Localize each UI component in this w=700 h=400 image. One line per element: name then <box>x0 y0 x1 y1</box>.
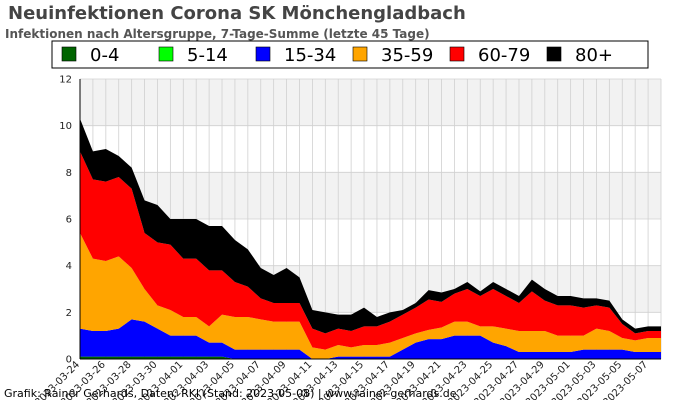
series-area-15-34 <box>80 319 661 359</box>
y-tick-label: 4 <box>66 261 72 272</box>
legend-swatch-60-79 <box>449 46 465 62</box>
legend-label-0-4: 0-4 <box>90 45 119 66</box>
legend-label-80+: 80+ <box>575 45 613 66</box>
y-tick-label: 2 <box>66 308 72 319</box>
series-area-35-59 <box>80 233 661 359</box>
grid-band <box>80 79 661 126</box>
y-tick-label: 6 <box>66 215 72 226</box>
legend: 0-4 5-14 15-34 35-59 60-79 80+ <box>51 40 649 69</box>
plot-area: 0246810122023-03-242023-03-262023-03-282… <box>33 75 662 400</box>
y-tick-label: 10 <box>59 121 72 132</box>
chart-title: Neuinfektionen Corona SK Mönchengladbach <box>8 3 466 24</box>
legend-swatch-80+ <box>546 46 562 62</box>
legend-swatch-5-14 <box>158 46 174 62</box>
grid-band <box>80 172 661 219</box>
footer-credit: Grafik: Rainer Gerhards, Daten: RKI (Sta… <box>4 387 457 400</box>
y-tick-label: 0 <box>66 355 72 366</box>
legend-label-5-14: 5-14 <box>187 45 228 66</box>
legend-label-15-34: 15-34 <box>284 45 336 66</box>
y-tick-label: 12 <box>59 75 72 86</box>
legend-swatch-15-34 <box>255 46 271 62</box>
series-area-60-79 <box>80 151 661 350</box>
series-area-0-4 <box>80 356 661 359</box>
legend-label-35-59: 35-59 <box>381 45 433 66</box>
grid-band <box>80 125 661 173</box>
series-area-80+ <box>80 118 661 334</box>
legend-label-60-79: 60-79 <box>478 45 530 66</box>
legend-swatch-0-4 <box>61 46 77 62</box>
y-tick-label: 8 <box>66 168 72 179</box>
legend-swatch-35-59 <box>352 46 368 62</box>
chart-subtitle: Infektionen nach Altersgruppe, 7-Tage-Su… <box>5 27 430 41</box>
